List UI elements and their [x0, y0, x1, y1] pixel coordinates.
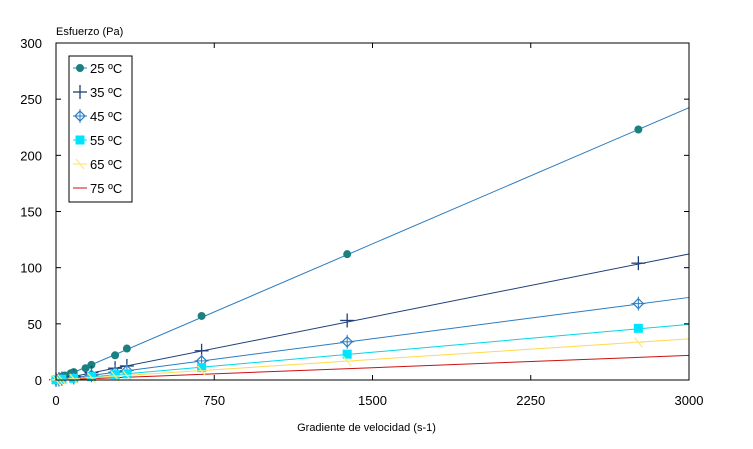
- data-point: [122, 369, 132, 379]
- x-tick-label: 750: [203, 393, 225, 408]
- legend: 25 ºC 35 ºC 45 ºC 55 ºC 65 ºC 75 ºC: [68, 55, 133, 203]
- legend-label: 25 ºC: [90, 61, 122, 76]
- data-point: [87, 360, 96, 369]
- y-tick-label: 300: [20, 36, 42, 51]
- fit-lines: [55, 107, 690, 381]
- legend-label: 75 ºC: [90, 181, 122, 196]
- data-point: [111, 351, 120, 360]
- legend-label: 55 ºC: [90, 133, 122, 148]
- series-3-points: [51, 323, 643, 385]
- data-point: [110, 370, 120, 380]
- data-point: [342, 349, 352, 359]
- legend-marker: [73, 109, 87, 123]
- y-tick-label: 200: [20, 148, 42, 163]
- legend-marker: [76, 64, 84, 72]
- data-point-d: [122, 370, 132, 381]
- data-point-d: [342, 355, 352, 367]
- x-axis-title: Gradiente de velocidad (s-1): [297, 422, 436, 434]
- axis-ticks: 0 750 1500 2250 3000 0 50 100 150 200 250 300: [20, 36, 703, 408]
- legend-marker: [74, 158, 86, 170]
- legend-entry: 25 ºC: [73, 61, 122, 76]
- legend-label: 35 ºC: [90, 85, 122, 100]
- data-point: [340, 313, 355, 328]
- fit-line: [55, 107, 690, 381]
- x-tick-label: 0: [52, 393, 59, 408]
- data-point-d: [633, 336, 643, 348]
- data-point-d: [57, 374, 67, 385]
- data-point-d: [86, 372, 96, 384]
- data-point: [81, 364, 90, 373]
- data-point-d: [69, 373, 79, 385]
- legend-entry: 55 ºC: [73, 133, 122, 148]
- data-point: [632, 336, 645, 348]
- data-point: [67, 373, 80, 385]
- legend-marker-d: [75, 158, 85, 170]
- legend-marker: [73, 85, 87, 99]
- y-tick-label: 250: [20, 92, 42, 107]
- data-point: [122, 344, 131, 353]
- legend-label: 45 ºC: [90, 109, 122, 124]
- data-point: [85, 372, 98, 384]
- data-point: [340, 334, 355, 349]
- y-tick-label: 100: [20, 261, 42, 276]
- data-point: [631, 296, 646, 311]
- legend-entry: 45 ºC: [73, 109, 122, 124]
- data-point: [86, 372, 96, 382]
- x-tick-label: 1500: [358, 393, 387, 408]
- y-tick-label: 150: [20, 205, 42, 220]
- y-tick-label: 50: [28, 317, 42, 332]
- data-point: [634, 125, 643, 134]
- fit-line: [55, 354, 690, 381]
- series-1-points: [49, 256, 646, 387]
- data-point: [197, 363, 207, 373]
- data-point: [55, 374, 68, 385]
- plot-frame: [55, 42, 690, 381]
- markers: [49, 125, 646, 387]
- fit-line: [55, 253, 690, 381]
- data-point-d: [197, 365, 207, 377]
- data-point: [197, 311, 206, 320]
- data-point: [195, 365, 208, 377]
- data-point: [341, 355, 354, 367]
- data-point-d: [110, 370, 120, 382]
- data-point: [109, 370, 122, 382]
- fit-line: [55, 338, 690, 381]
- y-tick-label: 0: [35, 373, 42, 388]
- data-point: [120, 370, 133, 381]
- legend-entry: 35 ºC: [73, 85, 122, 100]
- y-axis-title: Esfuerzo (Pa): [56, 26, 123, 38]
- legend-entry: 65 ºC: [73, 157, 122, 172]
- legend-marker: [75, 135, 85, 145]
- fit-line: [55, 323, 690, 381]
- x-tick-label: 3000: [675, 393, 704, 408]
- data-point: [343, 250, 352, 259]
- legend-entry: 75 ºC: [73, 181, 122, 196]
- data-point: [631, 256, 646, 271]
- legend-label: 65 ºC: [90, 157, 122, 172]
- x-tick-label: 2250: [516, 393, 545, 408]
- legend-box: [68, 55, 133, 203]
- data-point: [633, 323, 643, 333]
- fit-line: [55, 296, 690, 381]
